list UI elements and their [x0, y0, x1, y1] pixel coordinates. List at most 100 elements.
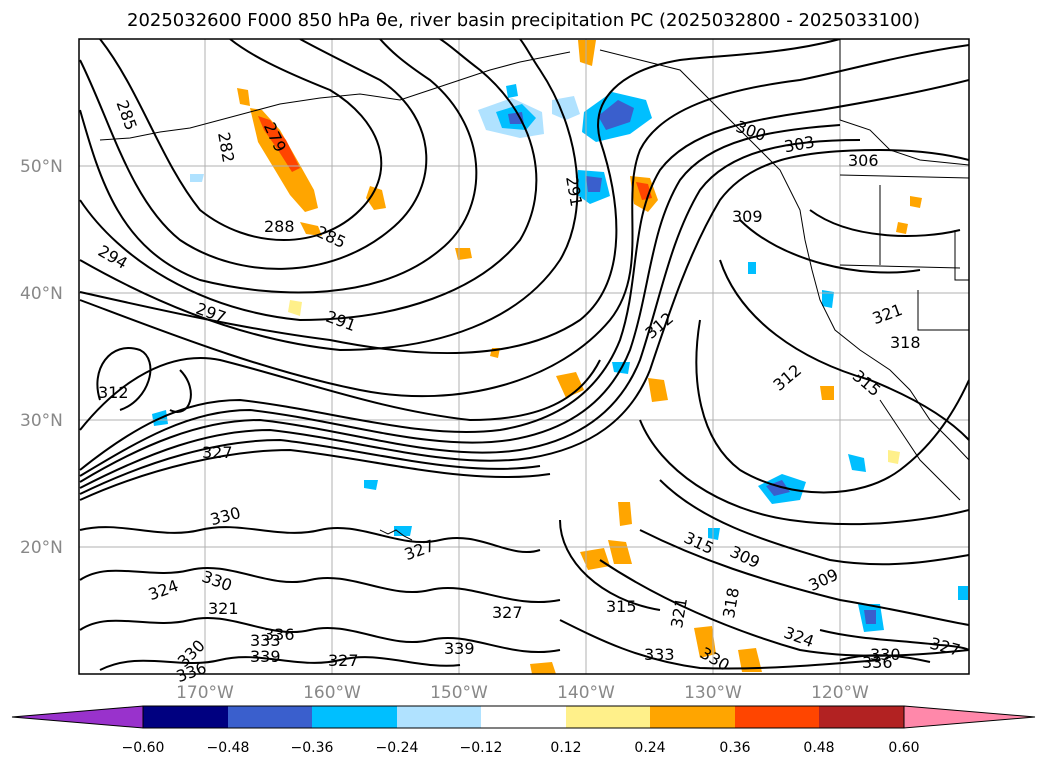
colorbar-segment: [228, 706, 312, 728]
contour-label: 318: [719, 586, 743, 619]
contour-label: 321: [870, 300, 905, 328]
colorbar-segment: [312, 706, 397, 728]
precip-blob: [288, 300, 302, 316]
precip-blob: [258, 116, 300, 172]
contour-line: [79, 448, 551, 501]
contour-label: 330: [208, 503, 242, 529]
contour-line: [99, 39, 383, 241]
precip-blob: [366, 186, 386, 210]
precip-blob: [958, 586, 968, 600]
colorbar-segment: [143, 706, 228, 728]
coastline: [879, 399, 961, 501]
precip-blob: [848, 454, 866, 472]
contour-label: 321: [208, 599, 239, 618]
precip-blob: [708, 528, 720, 540]
colorbar-segment: [819, 706, 904, 728]
colorbar-label: 0.48: [803, 740, 834, 756]
contour-line: [79, 39, 841, 355]
contour-label: 330: [870, 645, 901, 664]
precip-blob: [394, 526, 412, 536]
precip-blob: [578, 40, 596, 66]
contour-label: 327: [928, 634, 962, 660]
precip-blob: [888, 450, 900, 464]
contour-line: [695, 319, 969, 494]
colorbar-max-extension: [903, 705, 1036, 729]
contour-line: [819, 629, 969, 651]
contour-label: 306: [848, 151, 879, 170]
contour-label: 339: [444, 639, 475, 658]
contour-label: 339: [250, 647, 281, 666]
precip-blob: [618, 502, 632, 526]
contour-line: [639, 419, 969, 526]
contour-label: 336: [264, 625, 295, 644]
precip-blob: [608, 540, 632, 564]
precip-blob: [738, 648, 762, 672]
precip-blob: [648, 378, 668, 402]
contour-line: [79, 566, 561, 604]
contour-label: 315: [849, 366, 885, 400]
colorbar-label: 0.12: [550, 740, 581, 756]
contour-label: 303: [783, 132, 816, 156]
contour-label: 327: [202, 443, 233, 462]
precip-blob: [237, 88, 250, 106]
contour-line: [79, 438, 541, 495]
coastlines: [99, 39, 969, 541]
lat-tick-label: 30°N: [20, 411, 63, 431]
precip-blob: [580, 548, 610, 570]
contour-label: 309: [732, 207, 763, 226]
precip-blob: [190, 174, 204, 182]
colorbar-label: −0.24: [376, 740, 419, 756]
colorbar-label: 0.24: [634, 740, 665, 756]
contour-line: [659, 479, 969, 566]
contour-line: [99, 656, 461, 671]
contour-line: [79, 79, 969, 471]
contour-line: [559, 619, 881, 670]
precip-blob: [896, 222, 908, 234]
contour-line: [719, 259, 969, 441]
contour-line: [79, 39, 428, 270]
colorbar-label: 0.60: [888, 740, 919, 756]
contour-line: [809, 209, 961, 237]
contour-label: 291: [323, 307, 358, 335]
colorbar-min-extension: [11, 705, 144, 729]
lon-tick-label: 120°W: [811, 683, 869, 703]
precip-blob: [748, 262, 756, 274]
contour-label: 285: [112, 98, 140, 133]
lat-tick-label: 50°N: [20, 157, 63, 177]
lon-tick-label: 160°W: [303, 683, 361, 703]
colorbar-labels: −0.60 −0.48 −0.36 −0.24 −0.12 0.12 0.24 …: [122, 740, 920, 756]
coastline: [839, 264, 961, 269]
contour-line: [79, 39, 478, 294]
contour-label: 282: [214, 131, 238, 164]
contour-line: [79, 39, 538, 322]
contour-line: [169, 369, 192, 413]
coastline: [599, 49, 969, 461]
contour-label: 312: [769, 360, 805, 394]
colorbar-segment: [650, 706, 735, 728]
contour-line: [599, 559, 969, 657]
contour-label: 294: [95, 241, 131, 273]
contour-label: 321: [667, 596, 691, 629]
contour-line: [639, 529, 969, 626]
precip-blob: [250, 108, 318, 212]
colorbar-segment: [481, 706, 566, 728]
contour-line: [79, 124, 841, 477]
lat-ticks: 50°N 40°N 30°N 20°N: [20, 157, 63, 558]
precip-blob: [864, 610, 876, 624]
colorbar-label: −0.12: [460, 740, 503, 756]
contour-label: 291: [562, 175, 586, 208]
lon-ticks: 170°W 160°W 150°W 140°W 130°W 120°W: [176, 683, 869, 703]
lon-tick-label: 130°W: [684, 683, 742, 703]
colorbar-label: −0.60: [122, 740, 165, 756]
colorbar-segment: [735, 706, 819, 728]
lat-tick-label: 20°N: [20, 538, 63, 558]
contour-label: 333: [644, 645, 675, 664]
contour-line: [79, 39, 579, 352]
contour-label: 309: [727, 542, 763, 572]
lon-tick-label: 140°W: [557, 683, 615, 703]
precip-blob: [822, 290, 834, 308]
contour-label: 318: [890, 333, 921, 352]
coastline: [917, 290, 969, 331]
precip-shading: [152, 40, 968, 674]
precip-blob: [910, 196, 922, 208]
